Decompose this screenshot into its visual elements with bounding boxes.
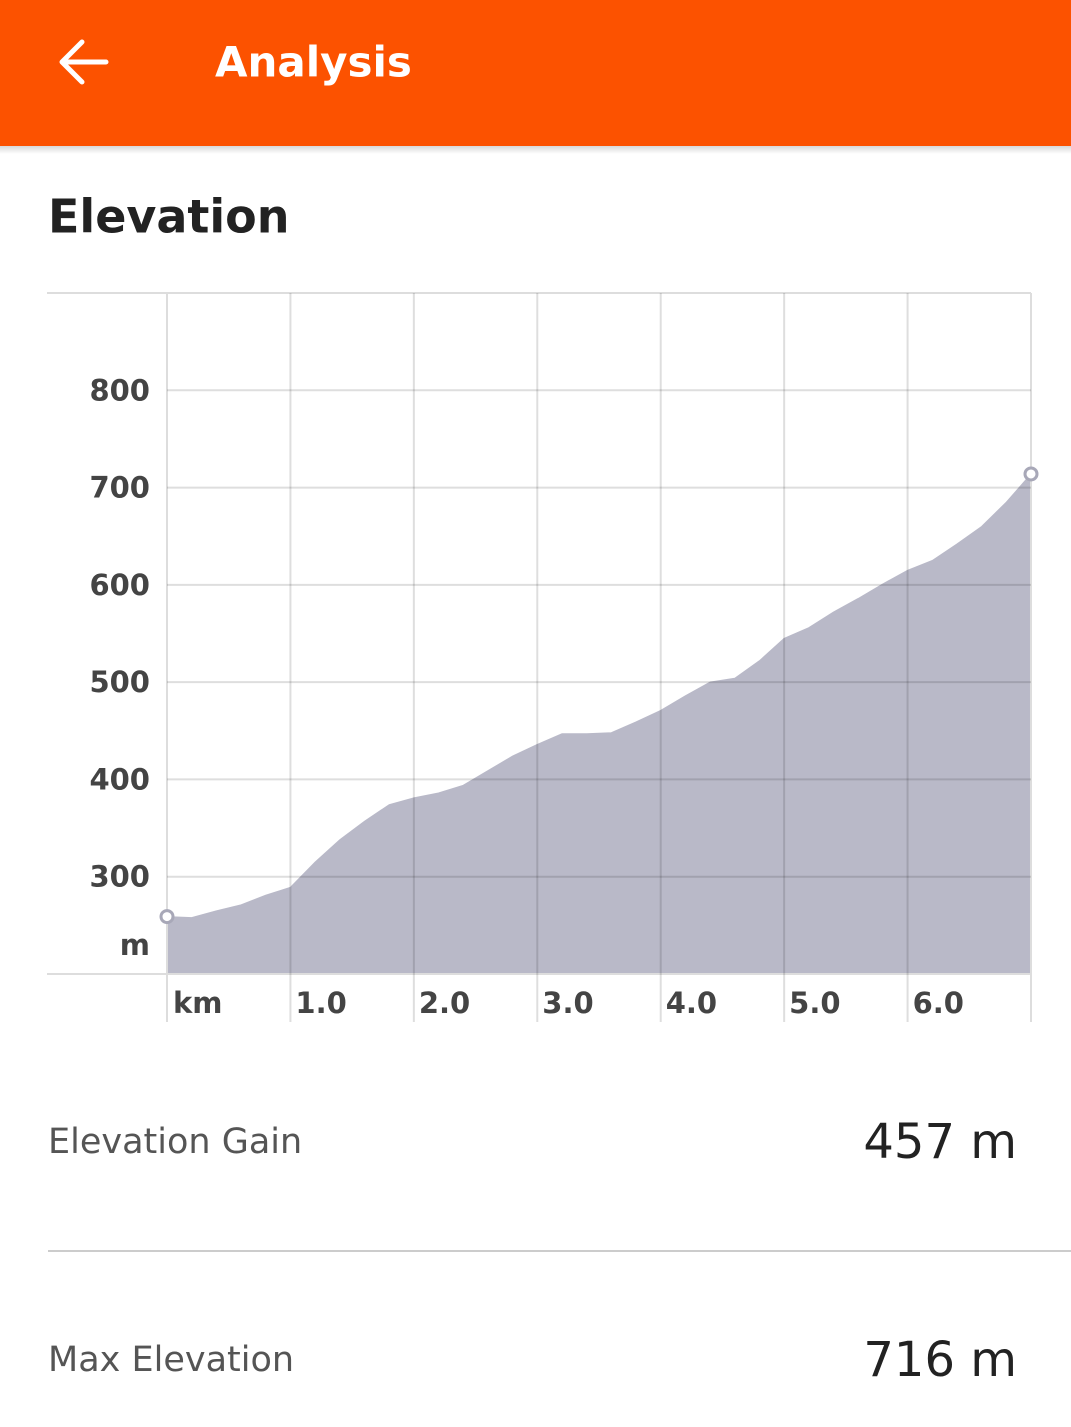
x-tick-label: 4.0 bbox=[666, 986, 717, 1020]
app-bar bbox=[0, 0, 1071, 146]
x-axis-unit: km bbox=[173, 986, 223, 1020]
y-tick-label: 800 bbox=[89, 373, 150, 407]
endpoint-marker bbox=[159, 909, 175, 925]
x-tick-label: 5.0 bbox=[789, 986, 840, 1020]
stat-value: 716 m bbox=[863, 1332, 1017, 1388]
x-tick-label: 1.0 bbox=[295, 986, 346, 1020]
x-tick-label: 3.0 bbox=[542, 986, 593, 1020]
y-tick-label: 500 bbox=[89, 665, 150, 699]
y-tick-label: 400 bbox=[89, 762, 150, 796]
stat-value: 457 m bbox=[863, 1114, 1017, 1170]
back-button[interactable] bbox=[59, 39, 109, 85]
elevation-line bbox=[166, 473, 1032, 919]
stat-label: Max Elevation bbox=[48, 1340, 294, 1380]
endpoint-marker bbox=[1023, 466, 1039, 482]
stat-label: Elevation Gain bbox=[48, 1122, 302, 1162]
y-tick-label: 700 bbox=[89, 471, 150, 505]
y-axis-unit: m bbox=[120, 928, 150, 962]
app-bar-shadow bbox=[0, 146, 1071, 154]
x-tick-label: 2.0 bbox=[419, 986, 470, 1020]
x-tick-label: 6.0 bbox=[913, 986, 964, 1020]
elevation-fill bbox=[167, 474, 1031, 974]
app-title: Analysis bbox=[215, 38, 412, 87]
section-title: Elevation bbox=[48, 190, 290, 244]
elevation-chart: 300 400 500 600 700 800 1.0 2.0 3.0 4.0 5.0 6.0 mkm bbox=[47, 292, 1039, 1022]
y-tick-label: 600 bbox=[89, 568, 150, 602]
y-tick-label: 300 bbox=[89, 860, 150, 894]
